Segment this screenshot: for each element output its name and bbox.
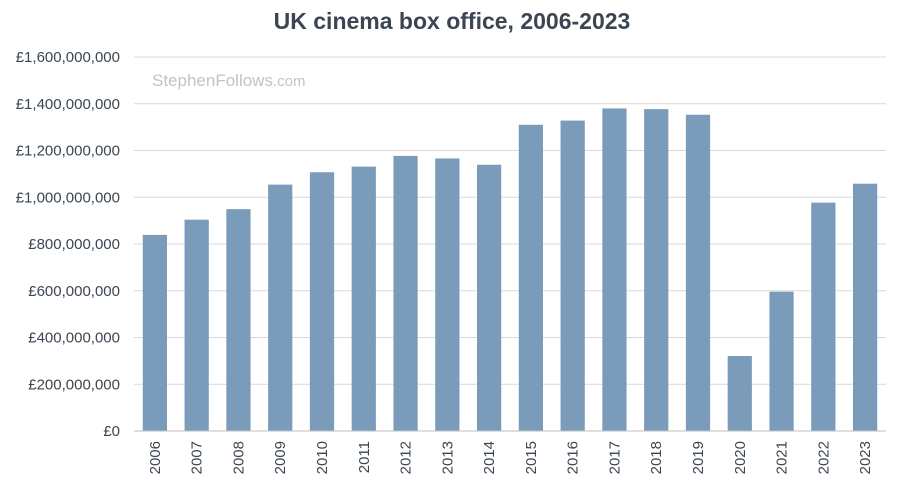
x-tick-label: 2012 xyxy=(398,441,415,474)
bars xyxy=(142,108,878,432)
bar-2023 xyxy=(852,183,878,431)
x-tick-label: 2007 xyxy=(189,441,206,474)
x-axis: 2006 2007 2008 2009 2010 2011 2012 2013 2014 2015… xyxy=(147,441,874,474)
x-tick-label: 2020 xyxy=(732,441,749,474)
y-axis: £0 £200,000,000 £400,000,000 £600,000,000 £8… xyxy=(16,49,120,440)
watermark-name: StephenFollows xyxy=(152,71,273,90)
x-tick-label: 2018 xyxy=(648,441,665,474)
bar-2019 xyxy=(685,114,711,431)
bar-2017 xyxy=(602,108,627,432)
y-tick-label: £1,600,000,000 xyxy=(16,49,120,66)
watermark-domain: .com xyxy=(273,73,306,90)
y-tick-label: £200,000,000 xyxy=(28,376,120,393)
x-tick-label: 2022 xyxy=(815,441,832,474)
bar-2015 xyxy=(518,124,544,431)
bar-2014 xyxy=(476,164,502,432)
x-tick-label: 2011 xyxy=(356,441,373,473)
x-tick-label: 2009 xyxy=(272,441,289,474)
bar-2013 xyxy=(435,158,460,431)
bar-2022 xyxy=(811,202,836,431)
y-tick-label: £1,400,000,000 xyxy=(16,96,120,113)
x-tick-label: 2008 xyxy=(230,441,247,474)
y-tick-label: £1,000,000,000 xyxy=(16,189,120,206)
chart-title: UK cinema box office, 2006-2023 xyxy=(274,8,631,34)
bar-2007 xyxy=(184,219,209,431)
y-tick-label: £800,000,000 xyxy=(28,236,120,253)
bar-2009 xyxy=(268,184,293,431)
y-tick-label: £1,200,000,000 xyxy=(16,143,120,160)
bar-2018 xyxy=(644,109,669,431)
bar-2020 xyxy=(727,355,752,431)
y-tick-label: £400,000,000 xyxy=(28,330,120,347)
watermark: StephenFollows.com xyxy=(152,71,305,90)
x-tick-label: 2017 xyxy=(606,441,623,474)
bar-2010 xyxy=(309,172,335,431)
x-tick-label: 2013 xyxy=(439,441,456,474)
x-tick-label: 2021 xyxy=(774,441,791,474)
bar-2016 xyxy=(560,120,585,431)
x-tick-label: 2016 xyxy=(565,441,582,474)
y-tick-label: £600,000,000 xyxy=(28,283,120,300)
x-tick-label: 2006 xyxy=(147,441,164,474)
x-tick-label: 2023 xyxy=(857,441,874,474)
x-tick-label: 2010 xyxy=(314,441,331,474)
x-tick-label: 2019 xyxy=(690,441,707,474)
bar-2012 xyxy=(393,155,418,431)
bar-2008 xyxy=(226,209,251,431)
y-tick-label: £0 xyxy=(103,423,120,440)
bar-2011 xyxy=(351,166,376,431)
bar-2021 xyxy=(769,291,794,431)
bar-2006 xyxy=(142,234,168,431)
x-tick-label: 2014 xyxy=(481,441,498,474)
x-tick-label: 2015 xyxy=(523,441,540,474)
gridlines xyxy=(134,56,886,385)
